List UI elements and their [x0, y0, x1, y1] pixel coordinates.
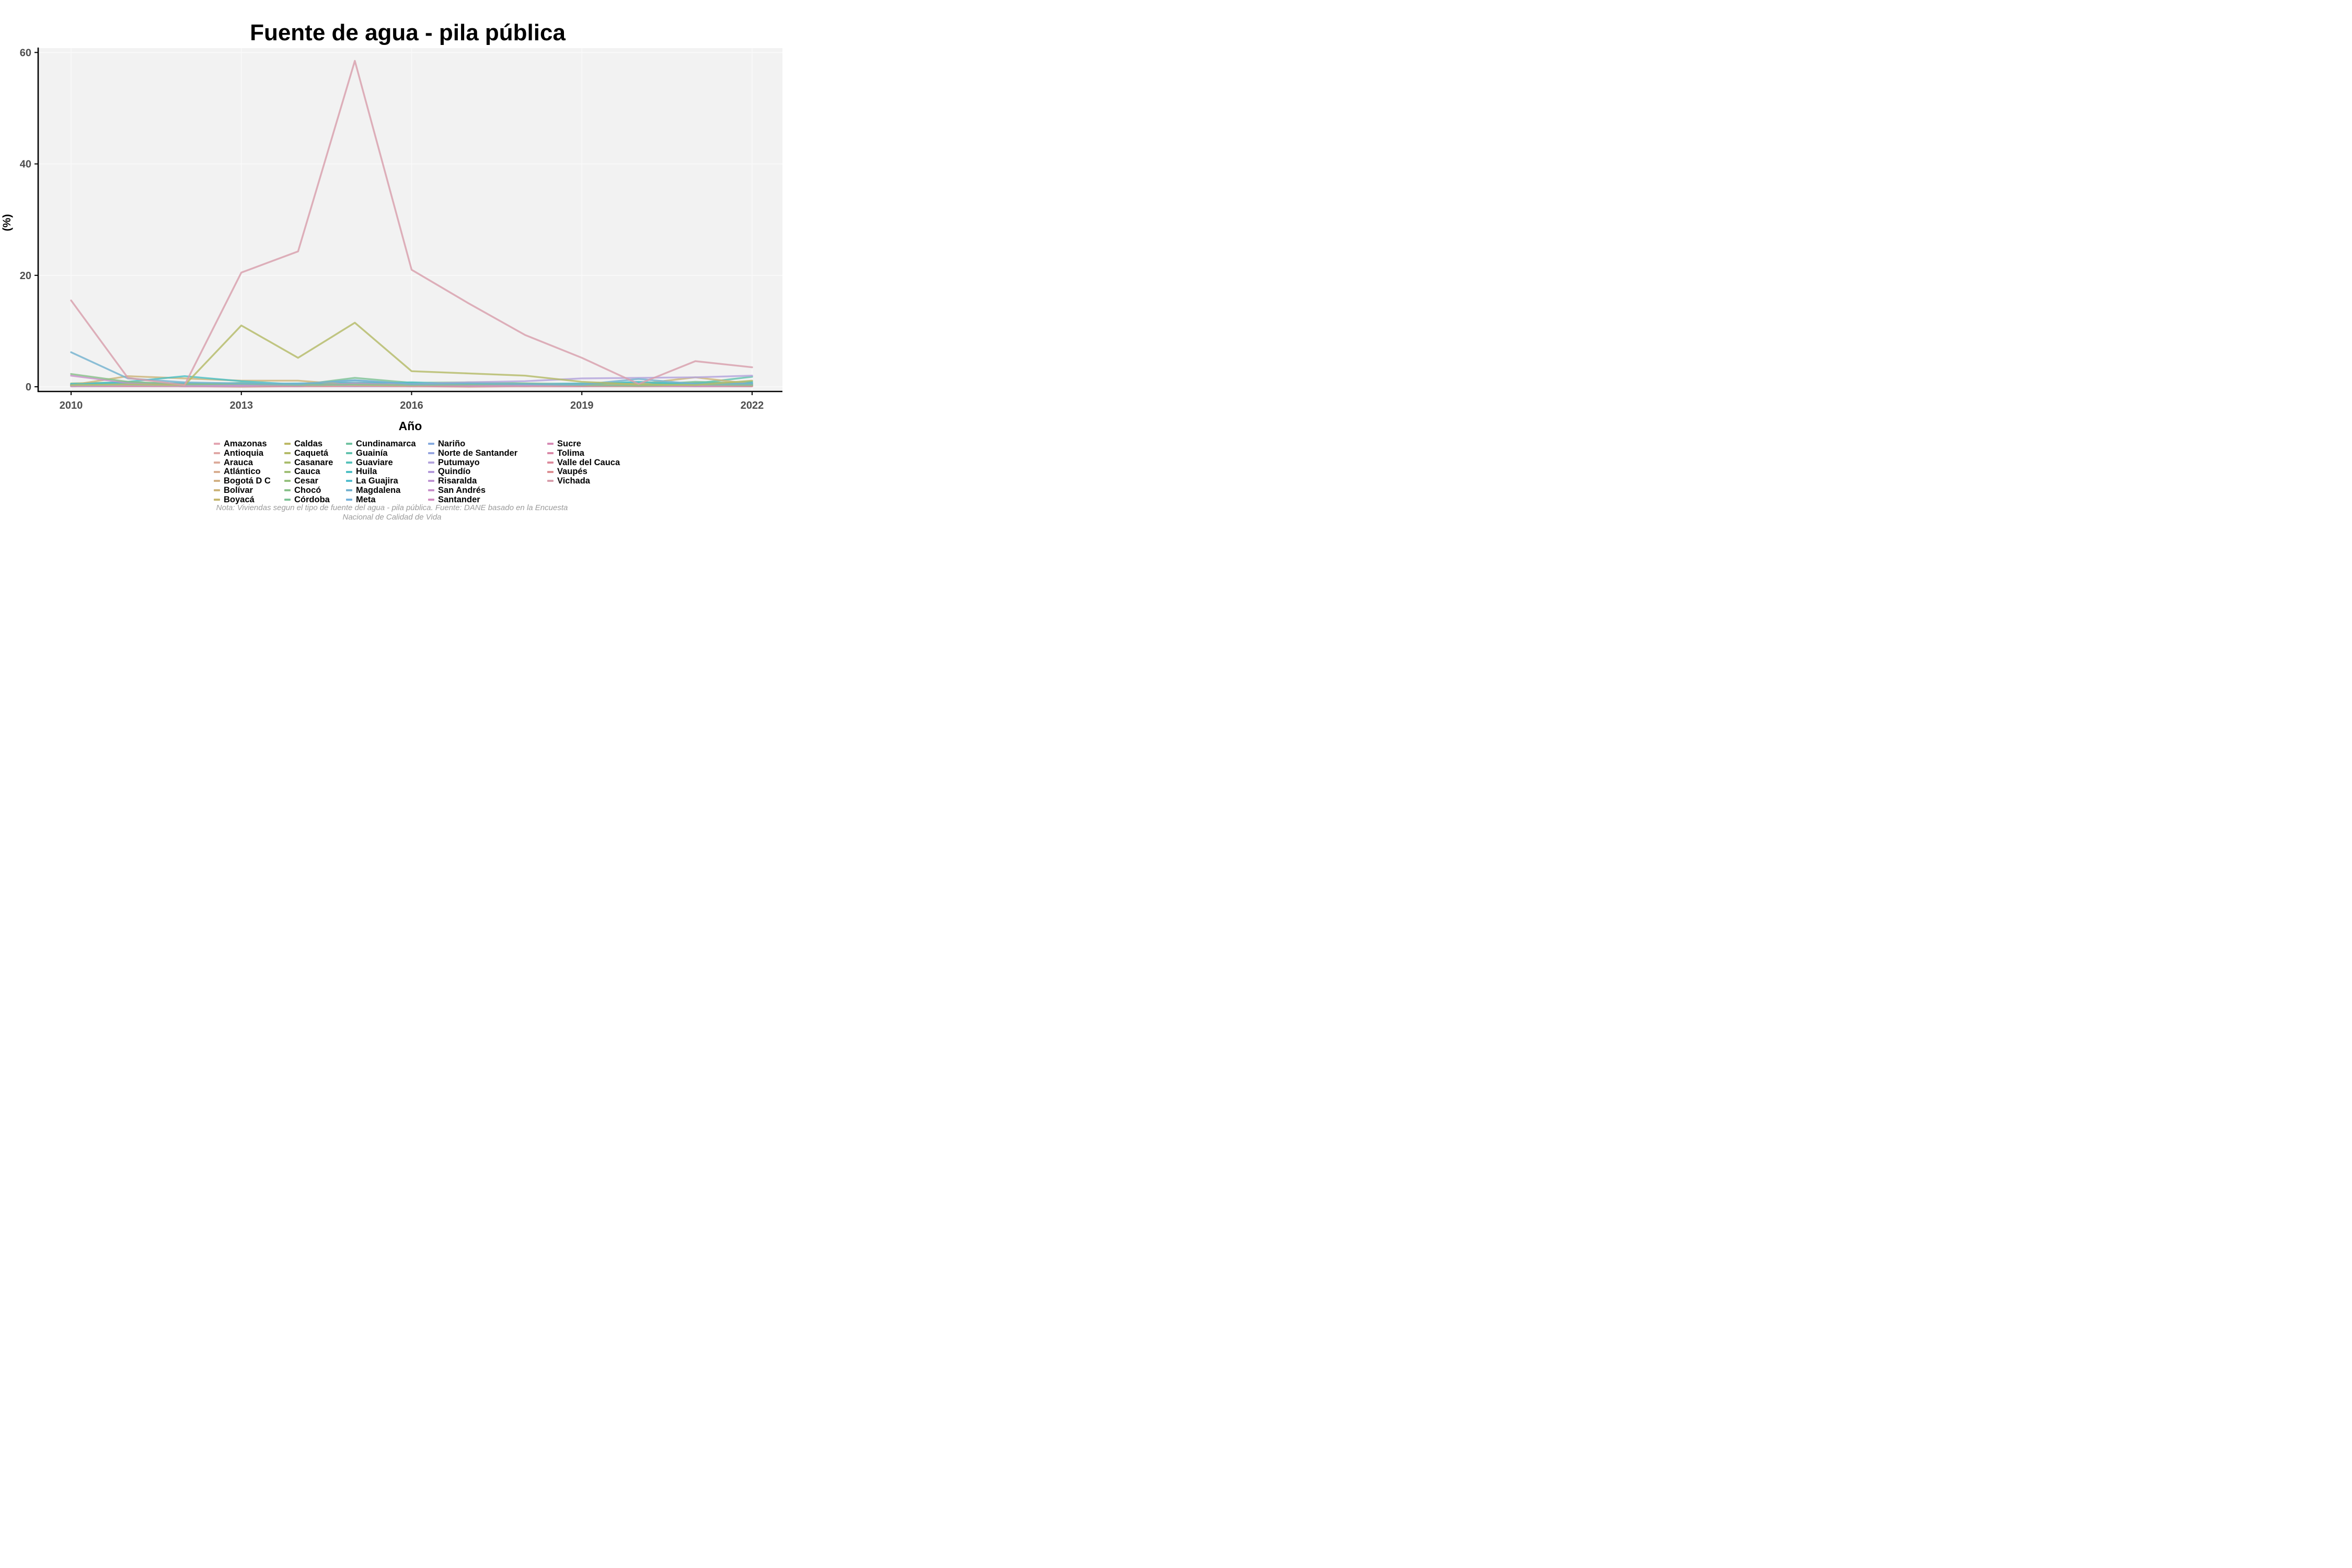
y-tick-label: 40: [20, 159, 31, 170]
y-tick-label: 0: [26, 382, 31, 393]
series-line-vichada: [70, 60, 753, 386]
series-line-huila: [70, 375, 753, 386]
x-tick-label: 2022: [741, 400, 764, 411]
x-tick-label: 2016: [400, 400, 423, 411]
caption-line-1: Nota: Viviendas segun el tipo de fuente …: [216, 503, 568, 512]
y-tick-label: 60: [20, 47, 31, 59]
chart-figure: 0 20 40 60 2010 2013 2016 2019 2022 Fuente de ag…: [0, 0, 784, 523]
x-axis-title: Año: [398, 419, 422, 433]
x-tick-label: 2010: [60, 400, 83, 411]
panel-background: [38, 48, 782, 391]
y-axis-title: (%): [1, 214, 13, 232]
caption-line-2: Nacional de Calidad de Vida: [342, 513, 442, 522]
series-line-magdalena: [70, 351, 753, 386]
y-tick-label: 20: [20, 270, 31, 282]
x-tick-label: 2013: [229, 400, 253, 411]
chart-title: Fuente de agua - pila pública: [250, 20, 566, 45]
x-tick-label: 2019: [570, 400, 594, 411]
plot-area: 0 20 40 60 2010 2013 2016 2019 2022: [20, 47, 782, 411]
